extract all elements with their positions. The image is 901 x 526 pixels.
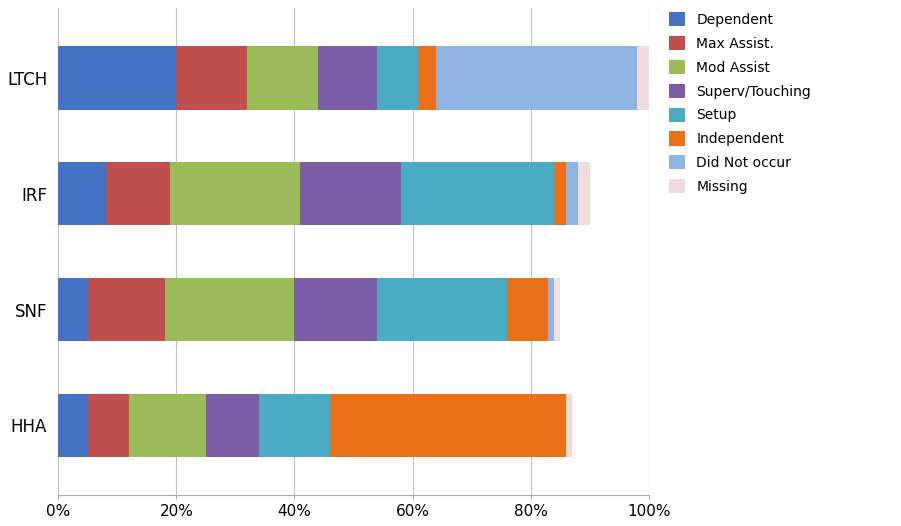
Bar <box>637 46 649 109</box>
Bar <box>378 46 418 109</box>
Bar <box>318 46 378 109</box>
Bar <box>507 278 549 341</box>
Bar <box>295 278 378 341</box>
Bar <box>105 161 170 226</box>
Bar <box>554 161 566 226</box>
Bar <box>206 393 259 457</box>
Bar <box>300 161 401 226</box>
Bar <box>401 161 554 226</box>
Bar <box>170 161 300 226</box>
Bar <box>59 278 87 341</box>
Bar <box>165 278 295 341</box>
Bar <box>259 393 330 457</box>
Bar <box>378 278 507 341</box>
Bar <box>418 46 436 109</box>
Bar <box>566 161 578 226</box>
Bar <box>87 278 165 341</box>
Bar <box>330 393 566 457</box>
Bar <box>566 393 572 457</box>
Bar <box>549 278 554 341</box>
Bar <box>177 46 247 109</box>
Legend: Dependent, Max Assist., Mod Assist, Superv/Touching, Setup, Independent, Did Not: Dependent, Max Assist., Mod Assist, Supe… <box>661 5 818 201</box>
Bar <box>436 46 637 109</box>
Bar <box>129 393 206 457</box>
Bar <box>59 161 105 226</box>
Bar <box>59 393 87 457</box>
Bar <box>87 393 129 457</box>
Bar <box>578 161 589 226</box>
Bar <box>59 46 177 109</box>
Bar <box>247 46 318 109</box>
Bar <box>554 278 560 341</box>
